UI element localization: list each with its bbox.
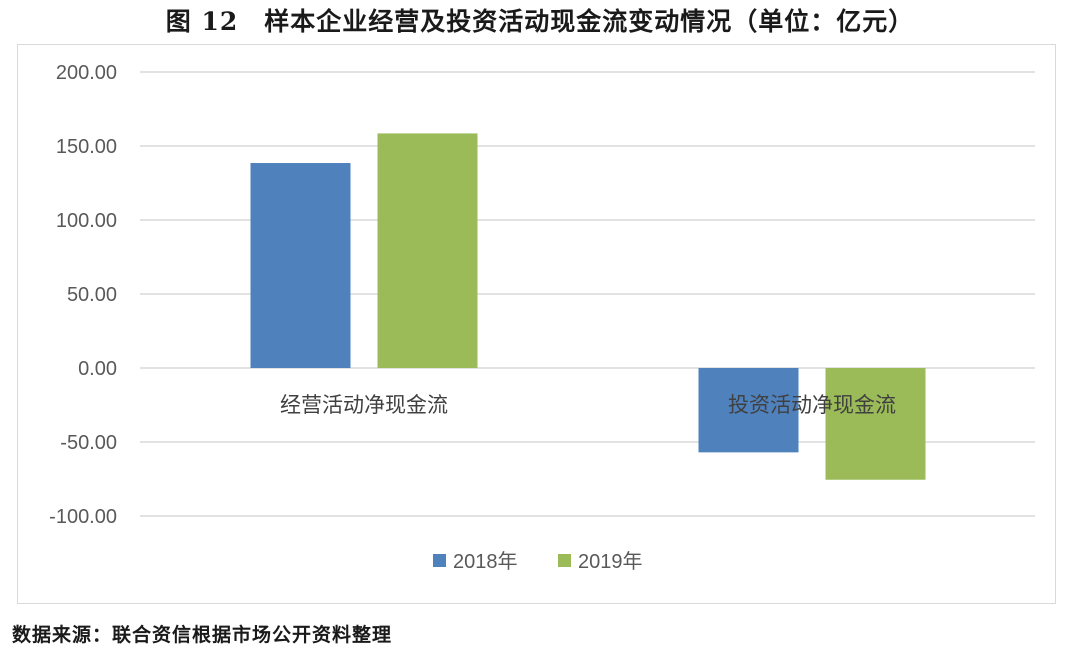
- category-labels: 经营活动净现金流 投资活动净现金流: [280, 393, 896, 417]
- y-tick-label: 100.00: [56, 210, 117, 232]
- y-tick-label: 0.00: [78, 358, 117, 380]
- y-tick-label: 200.00: [56, 62, 117, 84]
- legend-label: 2019年: [578, 550, 643, 573]
- chart-title: 图 12 样本企业经营及投资活动现金流变动情况（单位：亿元）: [165, 7, 915, 36]
- y-tick-label: 50.00: [67, 284, 117, 306]
- y-tick-label: -100.00: [49, 506, 117, 528]
- bar: [825, 368, 926, 480]
- bars: [250, 133, 926, 480]
- bar: [377, 133, 478, 368]
- legend-swatch: [433, 554, 446, 567]
- legend-label: 2018年: [453, 550, 518, 573]
- bar: [698, 368, 799, 453]
- y-tick-label: -50.00: [60, 432, 117, 454]
- y-axis: 200.00 150.00 100.00 50.00 0.00 -50.00 -100.00: [49, 62, 117, 528]
- y-tick-label: 150.00: [56, 136, 117, 158]
- source-note: 数据来源：联合资信根据市场公开资料整理: [12, 624, 393, 646]
- legend-swatch: [558, 554, 571, 567]
- category-label: 经营活动净现金流: [280, 393, 448, 417]
- bar: [250, 163, 351, 368]
- legend: 2018年 2019年: [433, 550, 643, 573]
- chart-frame: [17, 44, 1056, 604]
- category-label: 投资活动净现金流: [728, 393, 896, 417]
